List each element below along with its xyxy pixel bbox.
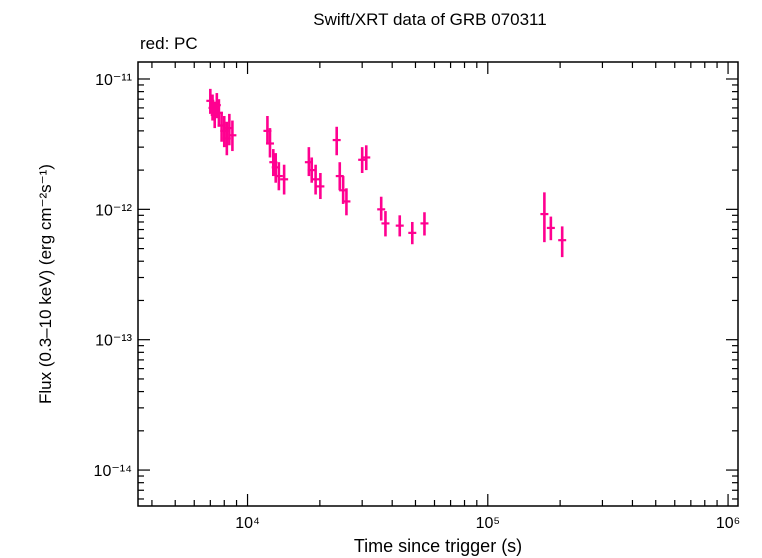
data-point [408, 221, 417, 245]
tick-labels: 10⁴ 10⁵ 10⁶ 10⁻¹¹ 10⁻¹² 10⁻¹³ 10⁻¹⁴ [94, 72, 741, 532]
data-point [342, 188, 351, 216]
y-tick-label: 10⁻¹² [95, 202, 133, 219]
data-point [420, 212, 429, 236]
x-axis-label: Time since trigger (s) [353, 536, 523, 556]
data-point [381, 211, 390, 237]
data-point [316, 173, 325, 200]
data-points [206, 88, 567, 258]
data-point [280, 164, 289, 195]
y-tick-label: 10⁻¹⁴ [94, 463, 133, 480]
data-point [395, 215, 404, 237]
plot-frame [137, 61, 739, 507]
x-tick-label: 10⁶ [716, 515, 740, 532]
data-point [362, 145, 371, 171]
x-tick-label: 10⁴ [235, 515, 260, 532]
data-point [274, 162, 283, 191]
data-point [358, 147, 367, 174]
data-point [540, 192, 549, 243]
x-tick-label: 10⁵ [476, 515, 500, 532]
data-point [311, 164, 320, 195]
y-tick-label: 10⁻¹³ [95, 333, 133, 350]
data-point [558, 226, 567, 258]
chart-title: Swift/XRT data of GRB 070311 [313, 10, 547, 29]
series-note: red: PC [140, 34, 198, 53]
data-point [265, 128, 274, 158]
data-point [228, 120, 237, 152]
data-point [546, 216, 555, 241]
axis-ticks [138, 62, 738, 506]
data-point [377, 196, 386, 221]
data-point [332, 126, 341, 156]
y-tick-label: 10⁻¹¹ [95, 72, 132, 89]
